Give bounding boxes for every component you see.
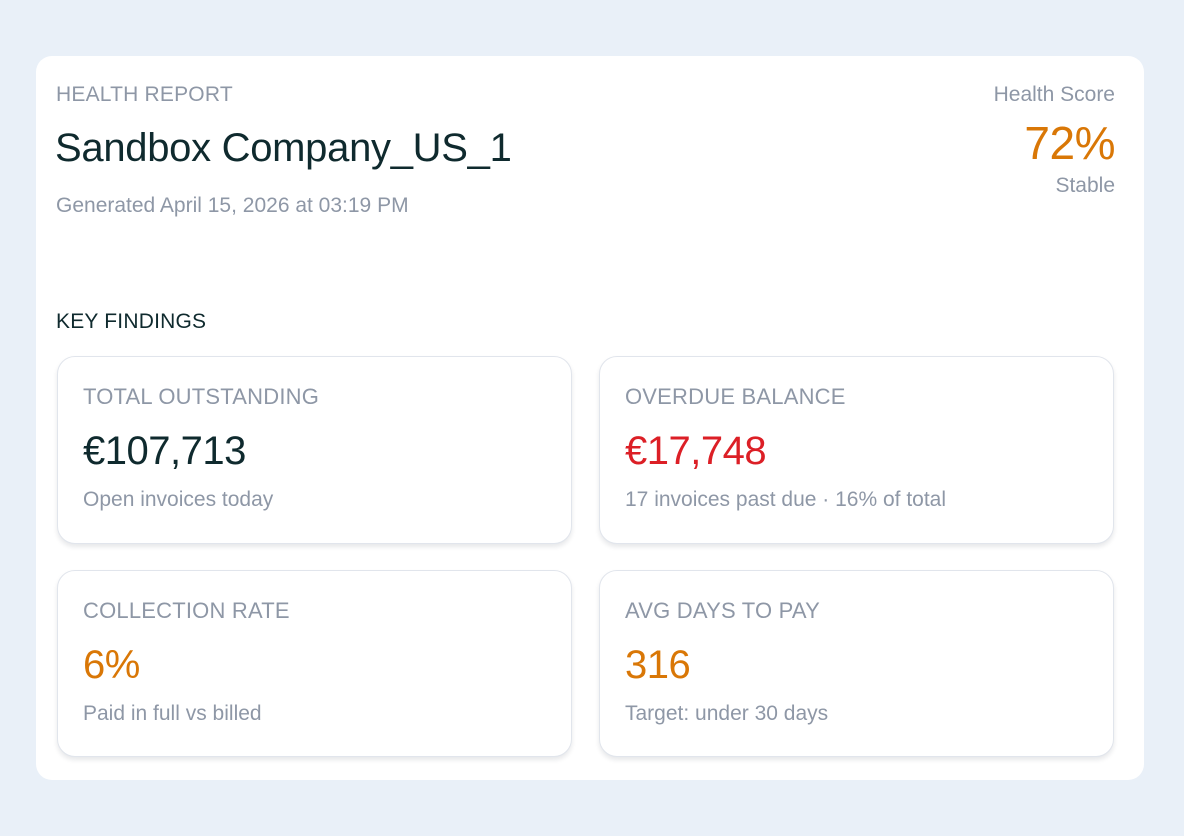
finding-card-overdue-balance: OVERDUE BALANCE €17,748 17 invoices past…: [599, 356, 1114, 544]
company-name: Sandbox Company_US_1: [55, 126, 512, 170]
card-subtext: 17 invoices past due · 16% of total: [625, 488, 947, 511]
card-value: 316: [625, 643, 691, 687]
card-label: OVERDUE BALANCE: [625, 384, 846, 409]
report-eyebrow: HEALTH REPORT: [56, 83, 233, 106]
card-value: €107,713: [83, 429, 246, 473]
health-report-panel: HEALTH REPORT Sandbox Company_US_1 Gener…: [36, 56, 1144, 780]
health-score-value: 72%: [1024, 117, 1115, 169]
card-subtext: Target: under 30 days: [625, 702, 829, 725]
health-score-status: Stable: [1055, 174, 1115, 197]
card-label: AVG DAYS TO PAY: [625, 598, 820, 623]
key-findings-title: KEY FINDINGS: [56, 310, 207, 333]
health-score-label: Health Score: [993, 83, 1115, 106]
generated-timestamp: Generated April 15, 2026 at 03:19 PM: [56, 194, 409, 217]
key-findings-grid: TOTAL OUTSTANDING €107,713 Open invoices…: [57, 356, 1115, 757]
card-value: €17,748: [625, 429, 767, 473]
card-subtext: Open invoices today: [83, 488, 274, 511]
card-label: COLLECTION RATE: [83, 598, 290, 623]
health-score: Health Score 72% Stable: [993, 82, 1116, 199]
card-value: 6%: [83, 643, 140, 687]
finding-card-collection-rate: COLLECTION RATE 6% Paid in full vs bille…: [57, 570, 572, 757]
card-subtext: Paid in full vs billed: [83, 702, 262, 725]
finding-card-total-outstanding: TOTAL OUTSTANDING €107,713 Open invoices…: [57, 356, 572, 544]
finding-card-avg-days-to-pay: AVG DAYS TO PAY 316 Target: under 30 day…: [599, 570, 1114, 757]
card-label: TOTAL OUTSTANDING: [83, 384, 320, 409]
